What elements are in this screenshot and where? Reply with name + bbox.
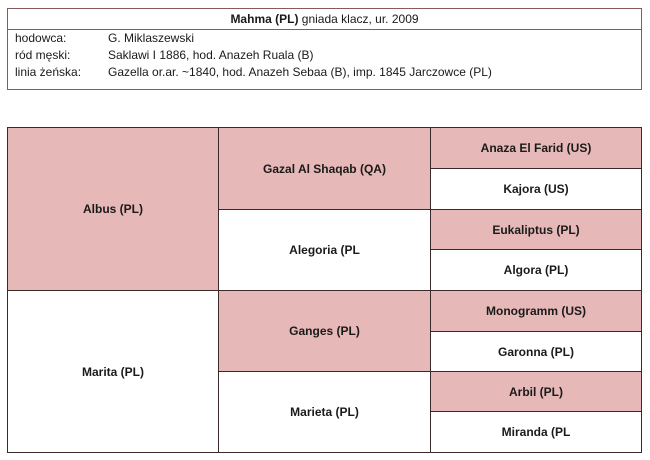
pedigree-gen3-8: Miranda (PL bbox=[431, 412, 641, 452]
pedigree-dam-sire: Ganges (PL) bbox=[219, 291, 431, 372]
dam-line-label: linia żeńska: bbox=[15, 65, 82, 79]
pedigree-sire: Albus (PL) bbox=[8, 128, 219, 291]
pedigree-gen3-6: Garonna (PL) bbox=[431, 332, 641, 372]
pedigree-gen3-1: Anaza El Farid (US) bbox=[431, 128, 641, 169]
pedigree-gen3-5: Monogramm (US) bbox=[431, 291, 641, 332]
horse-info-box: Mahma (PL) gniada klacz, ur. 2009 hodowc… bbox=[7, 8, 642, 90]
breeder-label: hodowca: bbox=[15, 31, 67, 45]
pedigree-gen3-7: Arbil (PL) bbox=[431, 372, 641, 412]
horse-name: Mahma (PL) bbox=[230, 12, 299, 26]
pedigree-sire-dam: Alegoria (PL bbox=[219, 210, 431, 291]
pedigree-dam: Marita (PL) bbox=[8, 291, 219, 452]
pedigree-dam-dam: Marieta (PL) bbox=[219, 372, 431, 452]
sire-line-label: ród męski: bbox=[15, 48, 71, 62]
pedigree-gen3-3: Eukaliptus (PL) bbox=[431, 210, 641, 250]
pedigree-gen3-2: Kajora (US) bbox=[431, 169, 641, 210]
pedigree-gen3-4: Algora (PL) bbox=[431, 250, 641, 291]
breeder-value: G. Miklaszewski bbox=[108, 31, 195, 45]
horse-title: Mahma (PL) gniada klacz, ur. 2009 bbox=[8, 9, 641, 30]
pedigree-table: Albus (PL) Marita (PL) Gazal Al Shaqab (… bbox=[7, 127, 642, 453]
dam-line-row: linia żeńska: Gazella or.ar. ~1840, hod.… bbox=[8, 64, 641, 81]
dam-line-value: Gazella or.ar. ~1840, hod. Anazeh Sebaa … bbox=[108, 65, 492, 79]
sire-line-value: Saklawi I 1886, hod. Anazeh Ruala (B) bbox=[108, 48, 314, 62]
pedigree-sire-sire: Gazal Al Shaqab (QA) bbox=[219, 128, 431, 210]
horse-description: gniada klacz, ur. 2009 bbox=[298, 12, 419, 26]
breeder-row: hodowca: G. Miklaszewski bbox=[8, 30, 641, 47]
sire-line-row: ród męski: Saklawi I 1886, hod. Anazeh R… bbox=[8, 47, 641, 64]
